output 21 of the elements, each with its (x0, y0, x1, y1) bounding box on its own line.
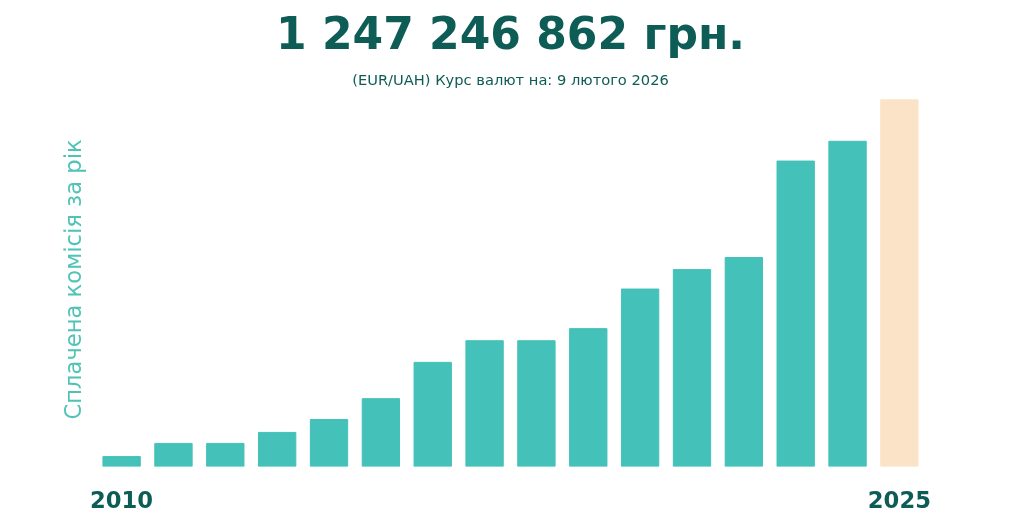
bar (828, 140, 867, 467)
bar (309, 419, 349, 467)
bar (258, 431, 297, 467)
bar (413, 361, 452, 467)
chart-subtitle: (EUR/UAH) Курс валют на: 9 лютого 2026 (352, 70, 669, 88)
x-tick-label: 2010 (90, 486, 154, 513)
bar (361, 398, 401, 467)
bar (102, 456, 141, 467)
bar (880, 99, 919, 467)
bar (724, 257, 763, 467)
bar (465, 340, 504, 467)
bar (154, 442, 193, 467)
bar (776, 160, 815, 467)
x-tick-label: 2025 (867, 486, 931, 513)
bar (206, 442, 245, 467)
bar (672, 269, 712, 467)
bar (620, 288, 660, 467)
bar (569, 328, 608, 467)
y-axis-title: Сплачена комісія за рік (59, 139, 86, 420)
bar (517, 340, 556, 467)
chart-title: 1 247 246 862 грн. (275, 7, 746, 59)
